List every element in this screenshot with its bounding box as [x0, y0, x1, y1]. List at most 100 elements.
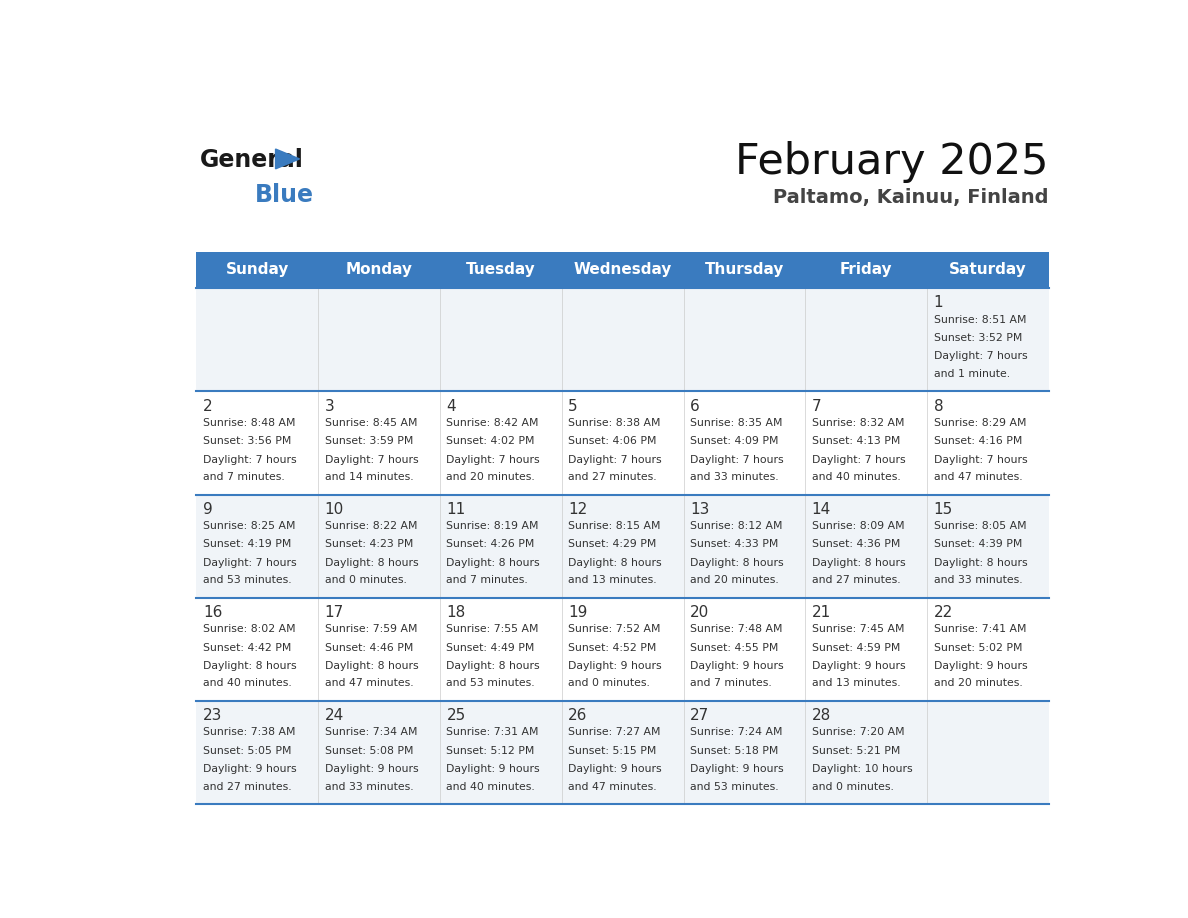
Text: 14: 14 — [811, 502, 832, 517]
Text: and 0 minutes.: and 0 minutes. — [811, 781, 893, 791]
Text: 7: 7 — [811, 398, 821, 413]
Text: and 20 minutes.: and 20 minutes. — [934, 678, 1023, 688]
Text: Sunrise: 8:42 AM: Sunrise: 8:42 AM — [447, 418, 539, 428]
Bar — [196, 598, 1049, 701]
Text: Daylight: 8 hours: Daylight: 8 hours — [811, 558, 905, 568]
Text: Sunset: 4:26 PM: Sunset: 4:26 PM — [447, 540, 535, 550]
Text: Daylight: 8 hours: Daylight: 8 hours — [447, 661, 541, 671]
Text: and 40 minutes.: and 40 minutes. — [203, 678, 291, 688]
Text: Daylight: 7 hours: Daylight: 7 hours — [203, 558, 297, 568]
Text: 16: 16 — [203, 605, 222, 620]
Text: Sunrise: 8:25 AM: Sunrise: 8:25 AM — [203, 521, 296, 531]
Text: 15: 15 — [934, 502, 953, 517]
Text: Paltamo, Kainuu, Finland: Paltamo, Kainuu, Finland — [773, 188, 1049, 207]
Text: and 53 minutes.: and 53 minutes. — [203, 576, 291, 586]
Text: 25: 25 — [447, 708, 466, 723]
Text: and 14 minutes.: and 14 minutes. — [324, 472, 413, 482]
Text: 8: 8 — [934, 398, 943, 413]
Text: Sunrise: 8:51 AM: Sunrise: 8:51 AM — [934, 315, 1026, 325]
Text: Sunrise: 8:19 AM: Sunrise: 8:19 AM — [447, 521, 539, 531]
Text: February 2025: February 2025 — [735, 140, 1049, 183]
Text: Daylight: 8 hours: Daylight: 8 hours — [324, 661, 418, 671]
Text: Sunrise: 7:27 AM: Sunrise: 7:27 AM — [568, 727, 661, 737]
Text: 26: 26 — [568, 708, 588, 723]
Text: 22: 22 — [934, 605, 953, 620]
Text: Sunset: 3:56 PM: Sunset: 3:56 PM — [203, 436, 291, 446]
Bar — [196, 701, 1049, 804]
Text: Sunset: 5:08 PM: Sunset: 5:08 PM — [324, 745, 413, 756]
Text: Sunrise: 7:48 AM: Sunrise: 7:48 AM — [690, 624, 783, 634]
Text: and 40 minutes.: and 40 minutes. — [811, 472, 901, 482]
Text: 17: 17 — [324, 605, 343, 620]
Text: 6: 6 — [690, 398, 700, 413]
Text: Daylight: 9 hours: Daylight: 9 hours — [690, 661, 784, 671]
Text: Sunrise: 8:05 AM: Sunrise: 8:05 AM — [934, 521, 1026, 531]
Text: and 0 minutes.: and 0 minutes. — [568, 678, 650, 688]
Text: Thursday: Thursday — [704, 263, 784, 277]
Text: Sunset: 4:23 PM: Sunset: 4:23 PM — [324, 540, 413, 550]
Text: and 0 minutes.: and 0 minutes. — [324, 576, 406, 586]
Text: Sunrise: 8:15 AM: Sunrise: 8:15 AM — [568, 521, 661, 531]
Text: Sunset: 4:13 PM: Sunset: 4:13 PM — [811, 436, 901, 446]
Text: Sunset: 5:02 PM: Sunset: 5:02 PM — [934, 643, 1022, 653]
Text: Sunrise: 8:35 AM: Sunrise: 8:35 AM — [690, 418, 783, 428]
Text: and 47 minutes.: and 47 minutes. — [934, 472, 1022, 482]
Text: Sunrise: 8:48 AM: Sunrise: 8:48 AM — [203, 418, 296, 428]
Text: Daylight: 7 hours: Daylight: 7 hours — [811, 454, 905, 465]
Text: Sunset: 4:46 PM: Sunset: 4:46 PM — [324, 643, 413, 653]
Text: Sunday: Sunday — [226, 263, 289, 277]
Bar — [196, 288, 1049, 391]
Text: Saturday: Saturday — [949, 263, 1026, 277]
Text: Sunset: 4:16 PM: Sunset: 4:16 PM — [934, 436, 1022, 446]
Text: Sunrise: 7:52 AM: Sunrise: 7:52 AM — [568, 624, 661, 634]
Text: 1: 1 — [934, 296, 943, 310]
Text: Sunrise: 7:45 AM: Sunrise: 7:45 AM — [811, 624, 904, 634]
Text: Sunset: 4:52 PM: Sunset: 4:52 PM — [568, 643, 657, 653]
Text: Daylight: 8 hours: Daylight: 8 hours — [324, 558, 418, 568]
Text: Daylight: 7 hours: Daylight: 7 hours — [690, 454, 784, 465]
Text: Daylight: 9 hours: Daylight: 9 hours — [324, 764, 418, 774]
Text: Daylight: 9 hours: Daylight: 9 hours — [568, 764, 662, 774]
Text: General: General — [200, 148, 304, 172]
Text: Sunrise: 7:55 AM: Sunrise: 7:55 AM — [447, 624, 539, 634]
Text: Sunset: 4:09 PM: Sunset: 4:09 PM — [690, 436, 778, 446]
Text: Sunrise: 8:32 AM: Sunrise: 8:32 AM — [811, 418, 904, 428]
Text: Daylight: 8 hours: Daylight: 8 hours — [690, 558, 784, 568]
Text: 24: 24 — [324, 708, 343, 723]
Text: Daylight: 9 hours: Daylight: 9 hours — [811, 661, 905, 671]
Text: Sunset: 4:29 PM: Sunset: 4:29 PM — [568, 540, 657, 550]
Text: 3: 3 — [324, 398, 334, 413]
Text: 9: 9 — [203, 502, 213, 517]
Text: Sunset: 5:05 PM: Sunset: 5:05 PM — [203, 745, 291, 756]
Text: and 27 minutes.: and 27 minutes. — [811, 576, 901, 586]
Text: and 20 minutes.: and 20 minutes. — [447, 472, 535, 482]
Text: 2: 2 — [203, 398, 213, 413]
Text: and 33 minutes.: and 33 minutes. — [324, 781, 413, 791]
Text: 4: 4 — [447, 398, 456, 413]
Text: and 7 minutes.: and 7 minutes. — [203, 472, 285, 482]
Text: Sunset: 5:12 PM: Sunset: 5:12 PM — [447, 745, 535, 756]
Text: 20: 20 — [690, 605, 709, 620]
Text: Sunrise: 7:41 AM: Sunrise: 7:41 AM — [934, 624, 1026, 634]
Text: 12: 12 — [568, 502, 587, 517]
Text: Sunset: 4:02 PM: Sunset: 4:02 PM — [447, 436, 535, 446]
Text: Daylight: 8 hours: Daylight: 8 hours — [568, 558, 662, 568]
Text: and 33 minutes.: and 33 minutes. — [934, 576, 1022, 586]
Text: and 1 minute.: and 1 minute. — [934, 369, 1010, 379]
Text: 18: 18 — [447, 605, 466, 620]
Text: Sunrise: 7:38 AM: Sunrise: 7:38 AM — [203, 727, 296, 737]
Text: Sunset: 4:39 PM: Sunset: 4:39 PM — [934, 540, 1022, 550]
Text: Sunrise: 8:22 AM: Sunrise: 8:22 AM — [324, 521, 417, 531]
Text: Friday: Friday — [840, 263, 892, 277]
Text: and 47 minutes.: and 47 minutes. — [568, 781, 657, 791]
Text: and 7 minutes.: and 7 minutes. — [447, 576, 529, 586]
Text: Sunset: 4:49 PM: Sunset: 4:49 PM — [447, 643, 535, 653]
Text: Daylight: 7 hours: Daylight: 7 hours — [324, 454, 418, 465]
Text: 19: 19 — [568, 605, 588, 620]
Text: Sunrise: 8:38 AM: Sunrise: 8:38 AM — [568, 418, 661, 428]
Text: and 53 minutes.: and 53 minutes. — [690, 781, 778, 791]
Text: Sunset: 5:21 PM: Sunset: 5:21 PM — [811, 745, 901, 756]
Text: and 20 minutes.: and 20 minutes. — [690, 576, 779, 586]
Text: Daylight: 7 hours: Daylight: 7 hours — [934, 352, 1028, 362]
Text: and 27 minutes.: and 27 minutes. — [568, 472, 657, 482]
